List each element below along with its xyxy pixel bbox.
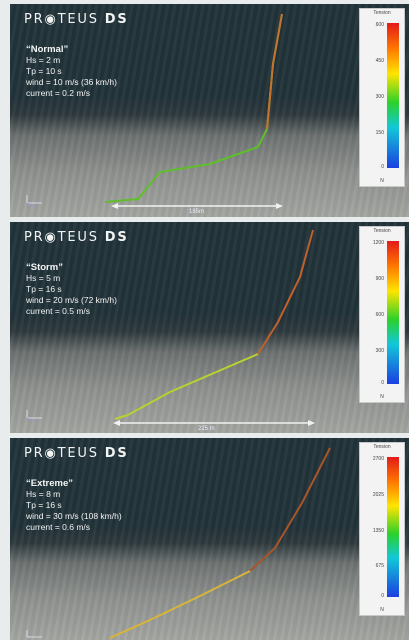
scale-arrow-left (111, 203, 118, 209)
tension-legend: Tension 1200 900 600 300 0 N (359, 226, 405, 403)
legend-unit: N (380, 178, 384, 184)
scale-bar-label: 185m (189, 209, 205, 215)
tension-legend: Tension 2700 2025 1350 675 0 N (359, 442, 405, 616)
proteus-ds-logo: PR◉TEUS DS (24, 446, 129, 461)
axis-triad-icon (26, 630, 42, 638)
wind-speed-text: wind = 30 m/s (108 km/h) (26, 511, 122, 521)
legend-unit: N (380, 607, 384, 613)
scenario-title: “Storm” (26, 262, 63, 273)
scale-arrow-right (276, 203, 283, 209)
sea-state-parameters: “Storm” Hs = 5 m Tp = 16 s wind = 20 m/s… (26, 262, 117, 317)
mooring-line-scene (113, 229, 315, 426)
legend-tick: 300 (375, 94, 384, 100)
scale-arrow-right (308, 420, 315, 426)
proteus-ds-logo: PR◉TEUS DS (24, 230, 129, 245)
legend-tick: 0 (381, 380, 384, 386)
legend-tick: 600 (375, 312, 384, 318)
scenario-title: “Extreme” (26, 478, 73, 489)
axis-triad-icon (26, 410, 42, 423)
panel-extreme: PR◉TEUS DS “Extreme” Hs = 8 m Tp = 16 s w… (10, 438, 409, 640)
legend-title: Tension (373, 444, 391, 450)
axis-triad-icon (26, 195, 42, 208)
tension-legend: Tension 600 450 300 150 0 N (359, 8, 405, 187)
legend-tick: 1200 (372, 240, 384, 246)
mooring-line-upper-segment (257, 229, 314, 355)
legend-tick: 150 (375, 130, 384, 136)
legend-tick: 450 (375, 58, 384, 64)
scale-bar-label: 225 m (198, 426, 215, 432)
tension-color-bar (387, 23, 399, 168)
logo-circle-icon: ◉ (44, 12, 58, 27)
mooring-line (109, 570, 251, 639)
legend-tick: 1350 (372, 528, 384, 534)
legend-unit: N (380, 394, 384, 400)
panel-storm: PR◉TEUS DS “Storm” Hs = 5 m Tp = 16 s win… (10, 222, 409, 433)
scenario-title: “Normal” (26, 44, 69, 55)
mooring-line-scene (104, 13, 283, 209)
mooring-line (104, 13, 283, 203)
proteus-ds-logo: PR◉TEUS DS (24, 12, 129, 27)
current-speed-text: current = 0.6 m/s (26, 522, 91, 532)
legend-tick: 600 (375, 22, 384, 28)
legend-title: Tension (373, 228, 391, 234)
tension-color-bar (387, 457, 399, 597)
mooring-line-scene (109, 447, 331, 639)
legend-tick: 900 (375, 276, 384, 282)
wave-height-text: Hs = 5 m (26, 273, 61, 283)
tension-color-bar (387, 241, 399, 384)
current-speed-text: current = 0.5 m/s (26, 306, 91, 316)
current-speed-text: current = 0.2 m/s (26, 88, 91, 98)
logo-circle-icon: ◉ (44, 230, 58, 245)
legend-tick: 675 (375, 563, 384, 569)
wave-period-text: Tp = 16 s (26, 500, 62, 510)
wind-speed-text: wind = 10 m/s (36 km/h) (26, 77, 117, 87)
wave-height-text: Hs = 2 m (26, 55, 61, 65)
sea-state-parameters: “Normal” Hs = 2 m Tp = 10 s wind = 10 m/… (26, 44, 117, 99)
scale-arrow-left (113, 420, 120, 426)
mooring-line (114, 353, 259, 420)
sea-state-parameters: “Extreme” Hs = 8 m Tp = 16 s wind = 30 m… (26, 478, 122, 533)
legend-tick: 0 (381, 593, 384, 599)
legend-tick: 0 (381, 164, 384, 170)
mooring-line-upper-segment (266, 13, 283, 130)
legend-tick: 2700 (372, 456, 384, 462)
wave-height-text: Hs = 8 m (26, 489, 61, 499)
mooring-line-upper-segment (249, 447, 331, 572)
wave-period-text: Tp = 16 s (26, 284, 62, 294)
logo-circle-icon: ◉ (44, 446, 58, 461)
wave-period-text: Tp = 10 s (26, 66, 62, 76)
legend-tick: 300 (375, 348, 384, 354)
panel-normal: PR◉TEUS DS “Normal” Hs = 2 m Tp = 10 s wi… (10, 4, 409, 217)
legend-tick: 2025 (372, 492, 384, 498)
legend-title: Tension (373, 10, 391, 16)
wind-speed-text: wind = 20 m/s (72 km/h) (26, 295, 117, 305)
